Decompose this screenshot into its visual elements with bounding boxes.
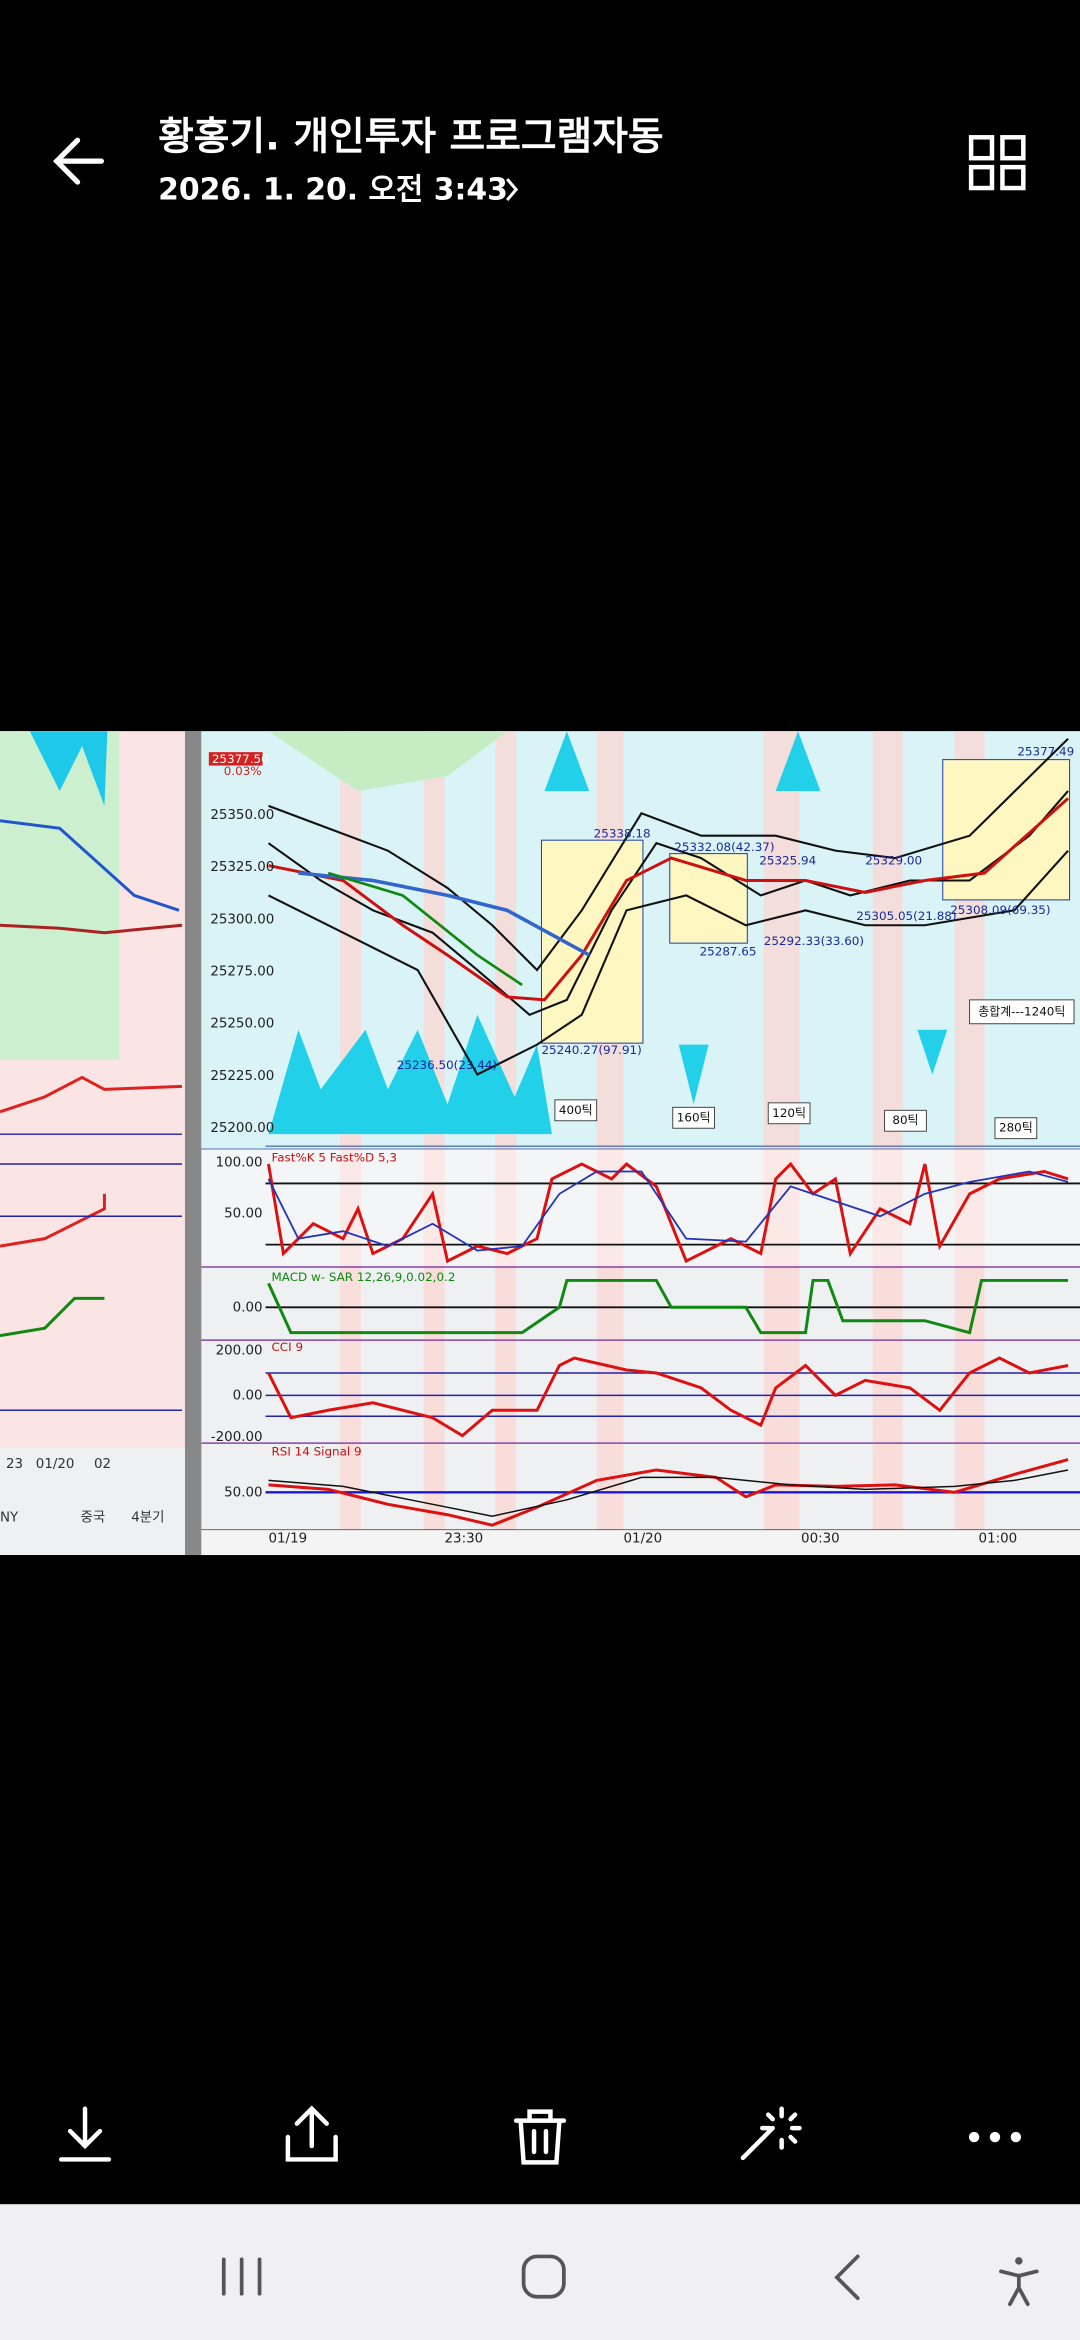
more-button[interactable] (968, 2131, 1022, 2143)
price-annotation: 25287.65 (700, 945, 757, 959)
total-label: 총합계---1240틱 (978, 1004, 1065, 1018)
left-panel-label: NY (0, 1511, 19, 1526)
tick-box (994, 1117, 1038, 1140)
chevron (506, 178, 519, 201)
indicator-name: CCI 9 (271, 1340, 303, 1354)
tick-box (672, 1106, 715, 1129)
tick-box-label: 280틱 (999, 1121, 1033, 1135)
time-label: 01:00 (979, 1532, 1018, 1547)
grid-view-button[interactable] (968, 135, 1026, 191)
time-label: 00:30 (801, 1532, 840, 1547)
indicator-level: 0.00 (233, 1388, 263, 1403)
indicator-level: 0.00 (233, 1300, 263, 1315)
price-label: 25200.00 (210, 1121, 274, 1136)
tick-box-label: 120틱 (772, 1106, 806, 1120)
home-button[interactable] (521, 2254, 566, 2299)
nav-bar (0, 2204, 1080, 2340)
tick-box-label: 160틱 (677, 1110, 711, 1124)
price-annotation: 25305.05(21.88) (856, 909, 956, 923)
price-annotation: 25240.27(97.91) (541, 1043, 641, 1057)
price-annotation: 25325.94 (759, 854, 816, 868)
accessibility-button[interactable] (999, 2269, 1039, 2307)
price-label: 25225.00 (210, 1069, 274, 1084)
price-annotation: 25308.09(69.35) (950, 903, 1050, 917)
indicator-level: 100.00 (216, 1156, 263, 1171)
current-price: 25377.50 (212, 752, 269, 766)
tick-box (554, 1099, 598, 1122)
recents-button[interactable] (221, 2257, 262, 2296)
indicator-level: 50.00 (224, 1206, 262, 1221)
indicator-level: 50.00 (224, 1485, 262, 1500)
price-label: 25350.00 (210, 808, 274, 823)
price-label: 25325.00 (210, 860, 274, 875)
edit-button[interactable] (740, 2106, 802, 2161)
download-button[interactable] (58, 2106, 112, 2162)
time-label: 01/20 (624, 1532, 663, 1547)
price-annotation: 25338.18 (594, 827, 651, 841)
left-panel-label: 02 (94, 1457, 111, 1472)
share-button[interactable] (285, 2105, 338, 2162)
price-change: 0.03% (224, 764, 262, 778)
title: 황홍기. 개인투자 프로그램자동 (158, 114, 663, 159)
tick-box-label: 400틱 (559, 1103, 593, 1117)
delete-button[interactable] (513, 2109, 567, 2165)
left-panel-label: 23 (6, 1457, 23, 1472)
time-label: 01/19 (269, 1532, 308, 1547)
photo: 25350.00 25325.00 25300.00 25275.00 25250.00… (0, 731, 1080, 1556)
tick-box (767, 1102, 811, 1125)
price-annotation: 25236.50(23.44) (397, 1058, 497, 1072)
nav-back-button[interactable] (834, 2254, 860, 2301)
accessibility-icon (1015, 2257, 1023, 2265)
left-panel-label: 중국 (81, 1511, 106, 1526)
indicator-name: Fast%K 5 Fast%D 5,3 (271, 1151, 396, 1165)
total-box (969, 999, 1075, 1025)
price-annotation: 25377.49 (1017, 745, 1074, 759)
price-annotation: 25329.00 (865, 854, 922, 868)
price-annotation: 25332.08(42.37) (674, 840, 774, 854)
time-label: 23:30 (445, 1532, 484, 1547)
indicator-name: MACD w- SAR 12,26,9,0.02,0.2 (271, 1270, 455, 1284)
indicator-level: -200.00 (211, 1430, 263, 1445)
subtitle[interactable]: 2026. 1. 20. 오전 3:43 (158, 173, 508, 208)
tick-box-label: 80틱 (892, 1113, 918, 1127)
tick-box (884, 1109, 927, 1132)
price-label: 25250.00 (210, 1017, 274, 1032)
indicator-level: 200.00 (216, 1344, 263, 1359)
back-button[interactable] (52, 137, 105, 185)
left-panel-label: 4분기 (131, 1510, 164, 1526)
left-panel-label: 01/20 (36, 1457, 75, 1472)
indicator-name: RSI 14 Signal 9 (271, 1445, 361, 1459)
price-label: 25300.00 (210, 912, 274, 927)
price-annotation: 25292.33(33.60) (764, 934, 864, 948)
price-label: 25275.00 (210, 965, 274, 980)
